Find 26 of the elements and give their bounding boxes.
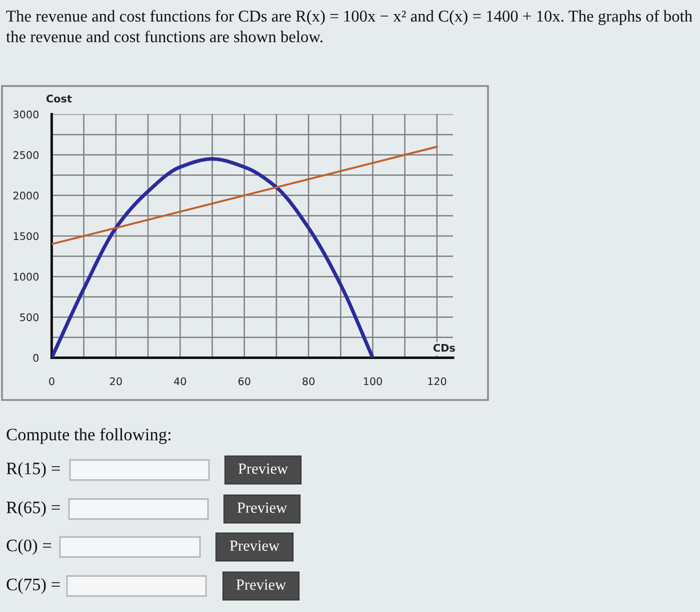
text: R(15) = [6,462,60,478]
y-tick-label: 0 [33,354,39,362]
x-tick-label: 100 [364,377,382,386]
y-tick-label: 1000 [14,272,39,281]
y-axis-title: Cost [46,94,72,103]
chart-title: The revenue and cost functions for CDs are R(x) = 100x − x² and C(x) = 1400 + 10x. The graphs of both the revenue and cost functions are shown below. [6,10,692,42]
text: C(75) = [6,578,60,594]
x-tick-label: 20 [110,377,122,386]
text: Preview [230,540,280,551]
y-tick-label: 2000 [13,192,39,200]
y-tick-label: 500 [20,313,39,322]
text: Compute the following: [6,428,170,444]
text: C(0) = [6,539,52,555]
y-tick-label: 2500 [13,151,39,159]
text: Preview [237,502,287,513]
x-tick-label: 40 [174,377,186,386]
x-axis-title: CDs [433,344,455,352]
text: Preview [236,580,286,590]
x-tick-label: 80 [302,377,314,386]
y-tick-label: 3000 [13,110,39,118]
text: R(65) = [6,501,60,517]
x-tick-label: 0 [49,377,54,386]
text: Preview [238,464,288,474]
x-tick-label: 60 [238,377,250,386]
x-tick-label: 120 [428,377,446,386]
y-tick-label: 1500 [14,232,39,240]
